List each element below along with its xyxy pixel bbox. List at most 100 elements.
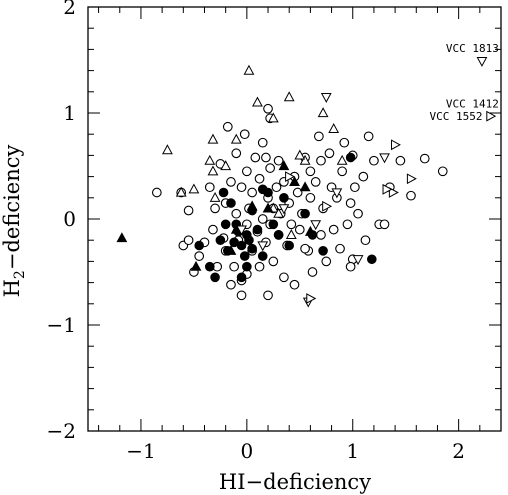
point-open-triangle-down [331,188,343,199]
y-tick-label: 0 [63,207,76,231]
point-open-triangle-down [352,255,364,266]
point-open-triangle-up [336,154,348,165]
point-open-triangle-up [230,133,242,144]
y-axis-label-main: H [0,279,24,297]
point-open-circle [241,166,252,177]
point-open-triangle-up [317,107,329,118]
point-filled-circle [367,254,377,265]
point-open-triangle-up [299,154,311,165]
point-open-circle [337,166,348,177]
point-open-circle [289,279,300,290]
point-open-triangle-up [285,229,297,239]
point-open-circle [363,131,374,142]
point-open-circle [345,261,356,272]
point-open-triangle-up [207,165,219,176]
point-open-circle [204,182,215,193]
point-open-circle [210,203,220,214]
point-open-circle [247,187,257,198]
point-open-triangle-up [328,123,340,133]
point-filled-circle [204,261,215,272]
point-open-circle [316,230,326,240]
point-open-triangle-down [278,204,290,215]
tick-labels: −1 0 1 2 −2 −1 0 1 2 [47,0,465,463]
point-open-triangle-right [391,139,401,151]
point-open-triangle-up [175,186,187,197]
point-open-triangle-down [320,93,332,103]
point-open-circle [226,177,236,187]
point-open-circle [226,279,236,290]
data-points [116,56,497,308]
point-open-circle [222,121,233,132]
axis-ticks [88,6,502,432]
point-open-circle [328,224,339,235]
point-open-circle [208,224,218,235]
y-tick-label: −1 [47,313,76,337]
point-filled-triangle-up [299,181,311,192]
point-open-triangle-down [257,241,269,252]
point-open-circle [231,148,242,159]
point-open-triangle-down [379,153,390,164]
point-open-circle [286,219,297,230]
point-filled-circle [257,251,268,261]
point-annotation: VCC 1813 [446,42,499,55]
point-open-triangle-up [207,133,219,144]
point-filled-circle [279,193,289,203]
point-open-circle [257,214,268,224]
point-open-triangle-up [209,191,221,202]
point-annotation: VCC 1552 [430,110,483,123]
point-annotation: VCC 1412 [446,97,499,110]
y-tick-label: 1 [63,101,76,125]
point-open-circle [263,290,273,301]
point-filled-triangle-up [225,244,237,255]
plot-frame [87,6,502,432]
point-open-triangle-up [283,91,295,102]
x-axis-label: HI−deficiency [219,470,371,494]
point-open-circle [294,224,305,235]
point-open-circle [310,177,321,187]
point-open-triangle-up [273,207,285,218]
point-filled-circle [210,272,220,283]
y-tick-label: 2 [63,0,76,19]
point-open-circle [268,256,279,267]
point-open-circle [406,190,416,201]
point-open-circle [335,243,345,254]
point-open-circle [314,131,324,142]
point-filled-circle [218,187,229,198]
point-open-circle [229,261,239,272]
point-open-circle [183,205,194,216]
point-filled-triangle-up [190,260,202,271]
point-open-circle [379,219,390,230]
point-open-circle [345,198,356,208]
point-open-triangle-up [243,64,255,75]
point-open-triangle-right [486,110,497,122]
point-open-circle [358,171,369,182]
point-filled-triangle-up [278,160,290,171]
point-open-circle [254,261,265,272]
point-open-circle [263,103,273,114]
point-open-circle [236,290,247,301]
point-open-circle [254,173,265,184]
point-filled-circle [257,184,268,195]
point-filled-circle [268,219,279,230]
point-open-triangle-right [406,173,417,185]
x-tick-label: 0 [240,439,253,463]
point-open-triangle-up [188,183,200,194]
point-filled-circle [239,251,250,261]
point-open-circle [151,187,162,198]
point-open-circle [369,155,379,166]
point-open-circle [273,155,284,166]
point-filled-circle [215,235,226,245]
point-open-circle [305,192,316,203]
point-open-triangle-up [252,96,263,107]
point-open-triangle-down [236,225,247,236]
y-axis-label-rest: −deficiency [0,144,24,270]
point-open-circle [279,272,289,283]
point-open-circle [265,163,275,173]
point-filled-circle [318,246,328,256]
point-open-circle [183,235,194,246]
point-filled-triangle-up [289,176,300,186]
point-filled-circle [242,261,252,272]
point-open-triangle-right [285,171,296,183]
